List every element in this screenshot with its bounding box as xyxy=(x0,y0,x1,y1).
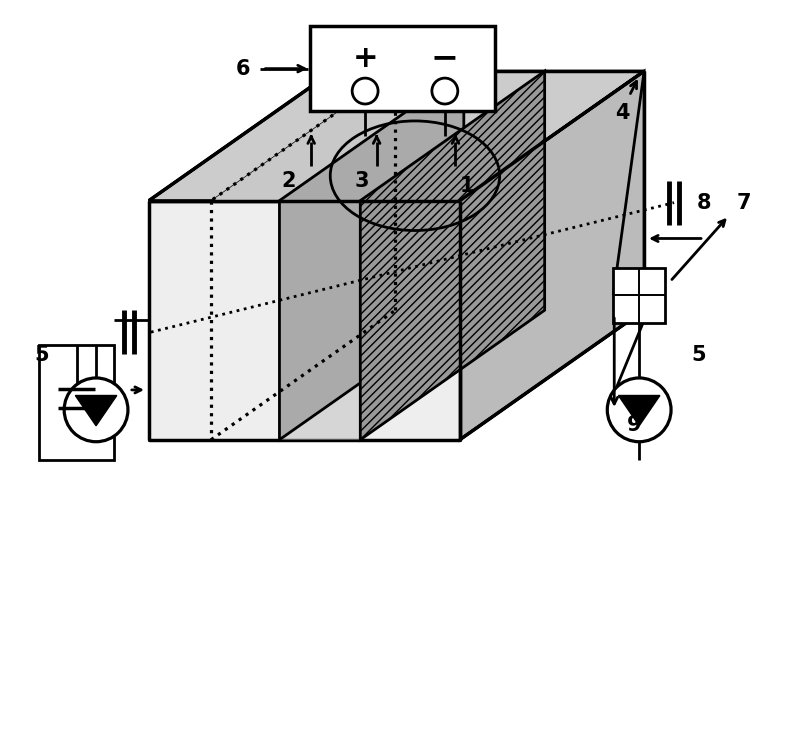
Bar xyxy=(39,345,114,460)
Text: 1: 1 xyxy=(460,176,474,196)
Polygon shape xyxy=(360,71,545,439)
Text: 2: 2 xyxy=(281,171,295,191)
Bar xyxy=(310,26,494,111)
Text: 7: 7 xyxy=(737,193,751,213)
Text: 5: 5 xyxy=(692,345,706,365)
Polygon shape xyxy=(279,71,464,439)
Circle shape xyxy=(64,378,128,442)
Polygon shape xyxy=(149,201,460,439)
Circle shape xyxy=(432,78,458,104)
Text: +: + xyxy=(352,43,378,73)
Circle shape xyxy=(352,78,378,104)
Text: 8: 8 xyxy=(697,193,711,213)
Text: 6: 6 xyxy=(235,59,250,79)
Polygon shape xyxy=(75,395,117,426)
Text: 9: 9 xyxy=(627,415,642,435)
Polygon shape xyxy=(460,71,644,439)
Polygon shape xyxy=(618,395,660,426)
Text: 5: 5 xyxy=(34,345,49,365)
Polygon shape xyxy=(279,201,360,439)
Circle shape xyxy=(607,378,671,442)
Text: 3: 3 xyxy=(354,171,369,191)
Polygon shape xyxy=(149,71,644,201)
Bar xyxy=(614,268,665,322)
Text: 4: 4 xyxy=(615,103,630,123)
Polygon shape xyxy=(211,71,464,201)
Text: −: − xyxy=(431,42,459,74)
